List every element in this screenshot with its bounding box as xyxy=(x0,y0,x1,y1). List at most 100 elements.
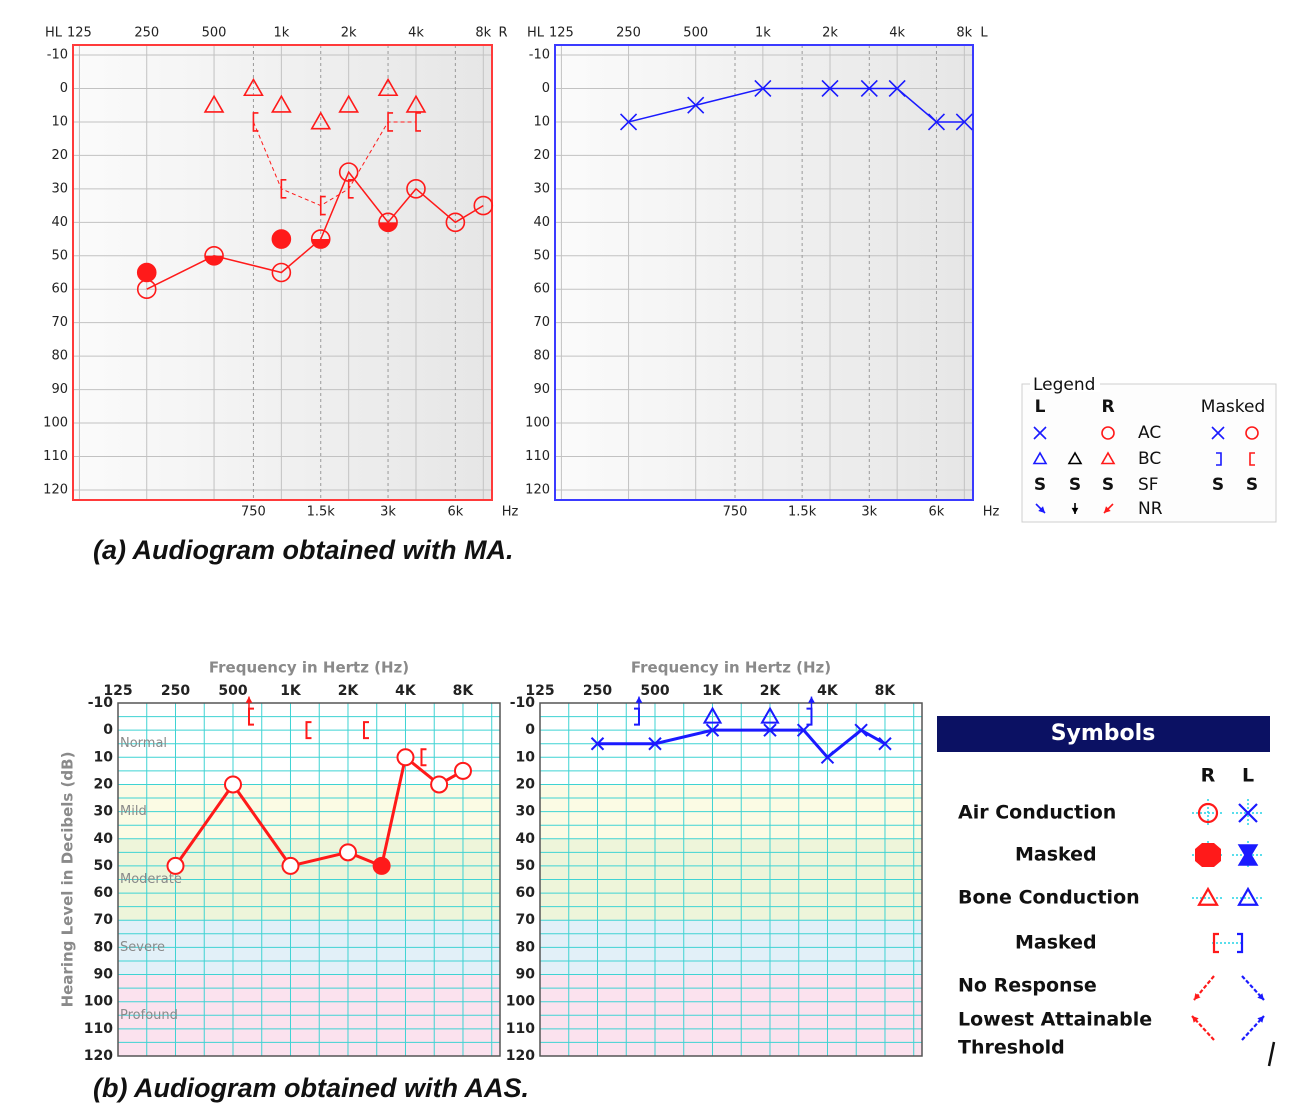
y-tick-label: 20 xyxy=(533,148,550,163)
ear-label: R xyxy=(498,26,507,41)
bracket-left-marker xyxy=(387,112,394,132)
x-marker xyxy=(590,737,605,751)
plot-frame xyxy=(539,702,923,1057)
x-tick-label: 125 xyxy=(525,683,554,699)
legend-symbol xyxy=(1197,802,1219,824)
band-label: Severe xyxy=(120,940,165,955)
marker-x xyxy=(796,723,811,737)
circle-marker xyxy=(378,212,398,233)
arrow-head xyxy=(245,696,253,703)
y-tick-label: -10 xyxy=(510,695,536,711)
y-tick-label: 50 xyxy=(51,248,68,263)
arrow xyxy=(1191,1015,1215,1041)
y-tick-label: 40 xyxy=(533,215,550,230)
marker-circle xyxy=(372,856,391,875)
y-tick-label: 90 xyxy=(94,967,114,983)
plot-frame xyxy=(554,44,974,501)
y-tick-label: 80 xyxy=(94,939,114,955)
y-tick-label: 110 xyxy=(506,1021,535,1037)
filled-circle-marker xyxy=(136,262,157,283)
marker-x xyxy=(763,723,777,737)
y-tick-label: 40 xyxy=(51,215,68,230)
triangle-marker xyxy=(338,94,360,113)
y-tick-label: 100 xyxy=(525,416,550,431)
marker-circle xyxy=(136,262,157,283)
legend-title: Legend xyxy=(1033,375,1095,395)
marker-x xyxy=(821,79,839,98)
x-tick-label: 250 xyxy=(161,683,190,699)
legend-label: SF xyxy=(1138,475,1159,495)
marker-x xyxy=(754,79,772,98)
marker-x xyxy=(927,113,946,131)
x-marker xyxy=(754,79,772,98)
legend-symbol xyxy=(1032,451,1048,465)
marker-x xyxy=(619,113,638,131)
marker-triangle xyxy=(377,77,399,97)
legend-header: R xyxy=(1101,397,1114,417)
marker-half xyxy=(379,222,398,232)
y-tick-label: -10 xyxy=(88,695,114,711)
legend-label: Lowest Attainable xyxy=(958,1009,1152,1031)
x-tick-label-minor: 3k xyxy=(861,505,877,520)
legend-symbol xyxy=(1249,452,1255,466)
legend-symbol xyxy=(1197,886,1219,906)
arrow xyxy=(1193,975,1215,1001)
y-tick-label: 20 xyxy=(94,776,114,792)
circle-marker xyxy=(281,856,300,875)
x-tick-label-minor: 6k xyxy=(447,505,463,520)
marker-half xyxy=(311,239,330,249)
arrow-head xyxy=(1071,507,1079,514)
marker-x xyxy=(888,79,906,98)
y-tick-label: 40 xyxy=(94,831,114,847)
y-tick-label: 100 xyxy=(506,994,535,1010)
circle-marker xyxy=(271,262,292,283)
marker-bracket xyxy=(1249,452,1255,466)
arrow xyxy=(808,696,815,709)
legend-header: L xyxy=(1035,397,1046,417)
marker-x xyxy=(878,737,892,751)
x-tick-label-minor: 3k xyxy=(380,505,396,520)
legend-symbol xyxy=(1238,803,1258,823)
x-tick-label-minor: 750 xyxy=(723,505,748,520)
y-tick-label: 60 xyxy=(51,282,68,297)
circle-marker xyxy=(406,179,426,199)
marker-circle xyxy=(338,843,357,862)
marker-x xyxy=(955,113,973,131)
x-tick-label-minor: 1.5k xyxy=(307,505,336,520)
chart-title: Frequency in Hertz (Hz) xyxy=(209,659,409,677)
legend-header-bar xyxy=(937,716,1270,752)
y-tick-label: 100 xyxy=(43,416,68,431)
marker-x xyxy=(1238,803,1258,823)
filled-circle-marker xyxy=(271,229,292,249)
y-tick-label: 60 xyxy=(516,885,536,901)
y-tick-label: 30 xyxy=(533,181,550,196)
x-marker xyxy=(854,723,868,737)
marker-bracket xyxy=(362,721,369,740)
marker-triangle xyxy=(270,94,292,113)
x-marker xyxy=(821,79,839,98)
legend-header: L xyxy=(1242,765,1254,787)
marker-triangle xyxy=(338,94,360,113)
circle-marker xyxy=(445,212,466,233)
bracket-left-marker xyxy=(252,112,259,132)
ear-label: L xyxy=(980,26,988,41)
arrow xyxy=(245,696,253,709)
triangle-marker xyxy=(203,94,225,113)
marker-bracket xyxy=(280,179,287,199)
band-label: Moderate xyxy=(120,872,182,887)
y-tick-label: 10 xyxy=(94,749,114,765)
triangle-marker xyxy=(270,94,292,113)
arrow-head xyxy=(1194,993,1201,1000)
x-tick-label: 125 xyxy=(103,683,132,699)
x-tick-label: 1k xyxy=(273,26,289,41)
legend-symbol xyxy=(1237,844,1259,866)
legend-symbol xyxy=(1237,932,1244,954)
legend-symbol xyxy=(1237,886,1259,906)
y-tick-label: 80 xyxy=(51,349,68,364)
marker-circle xyxy=(430,775,449,794)
x-tick-label: 4K xyxy=(817,683,839,699)
y-tick-label: 20 xyxy=(516,776,536,792)
triangle-marker xyxy=(405,94,427,113)
circle-marker xyxy=(338,843,357,862)
x-marker xyxy=(687,96,705,114)
